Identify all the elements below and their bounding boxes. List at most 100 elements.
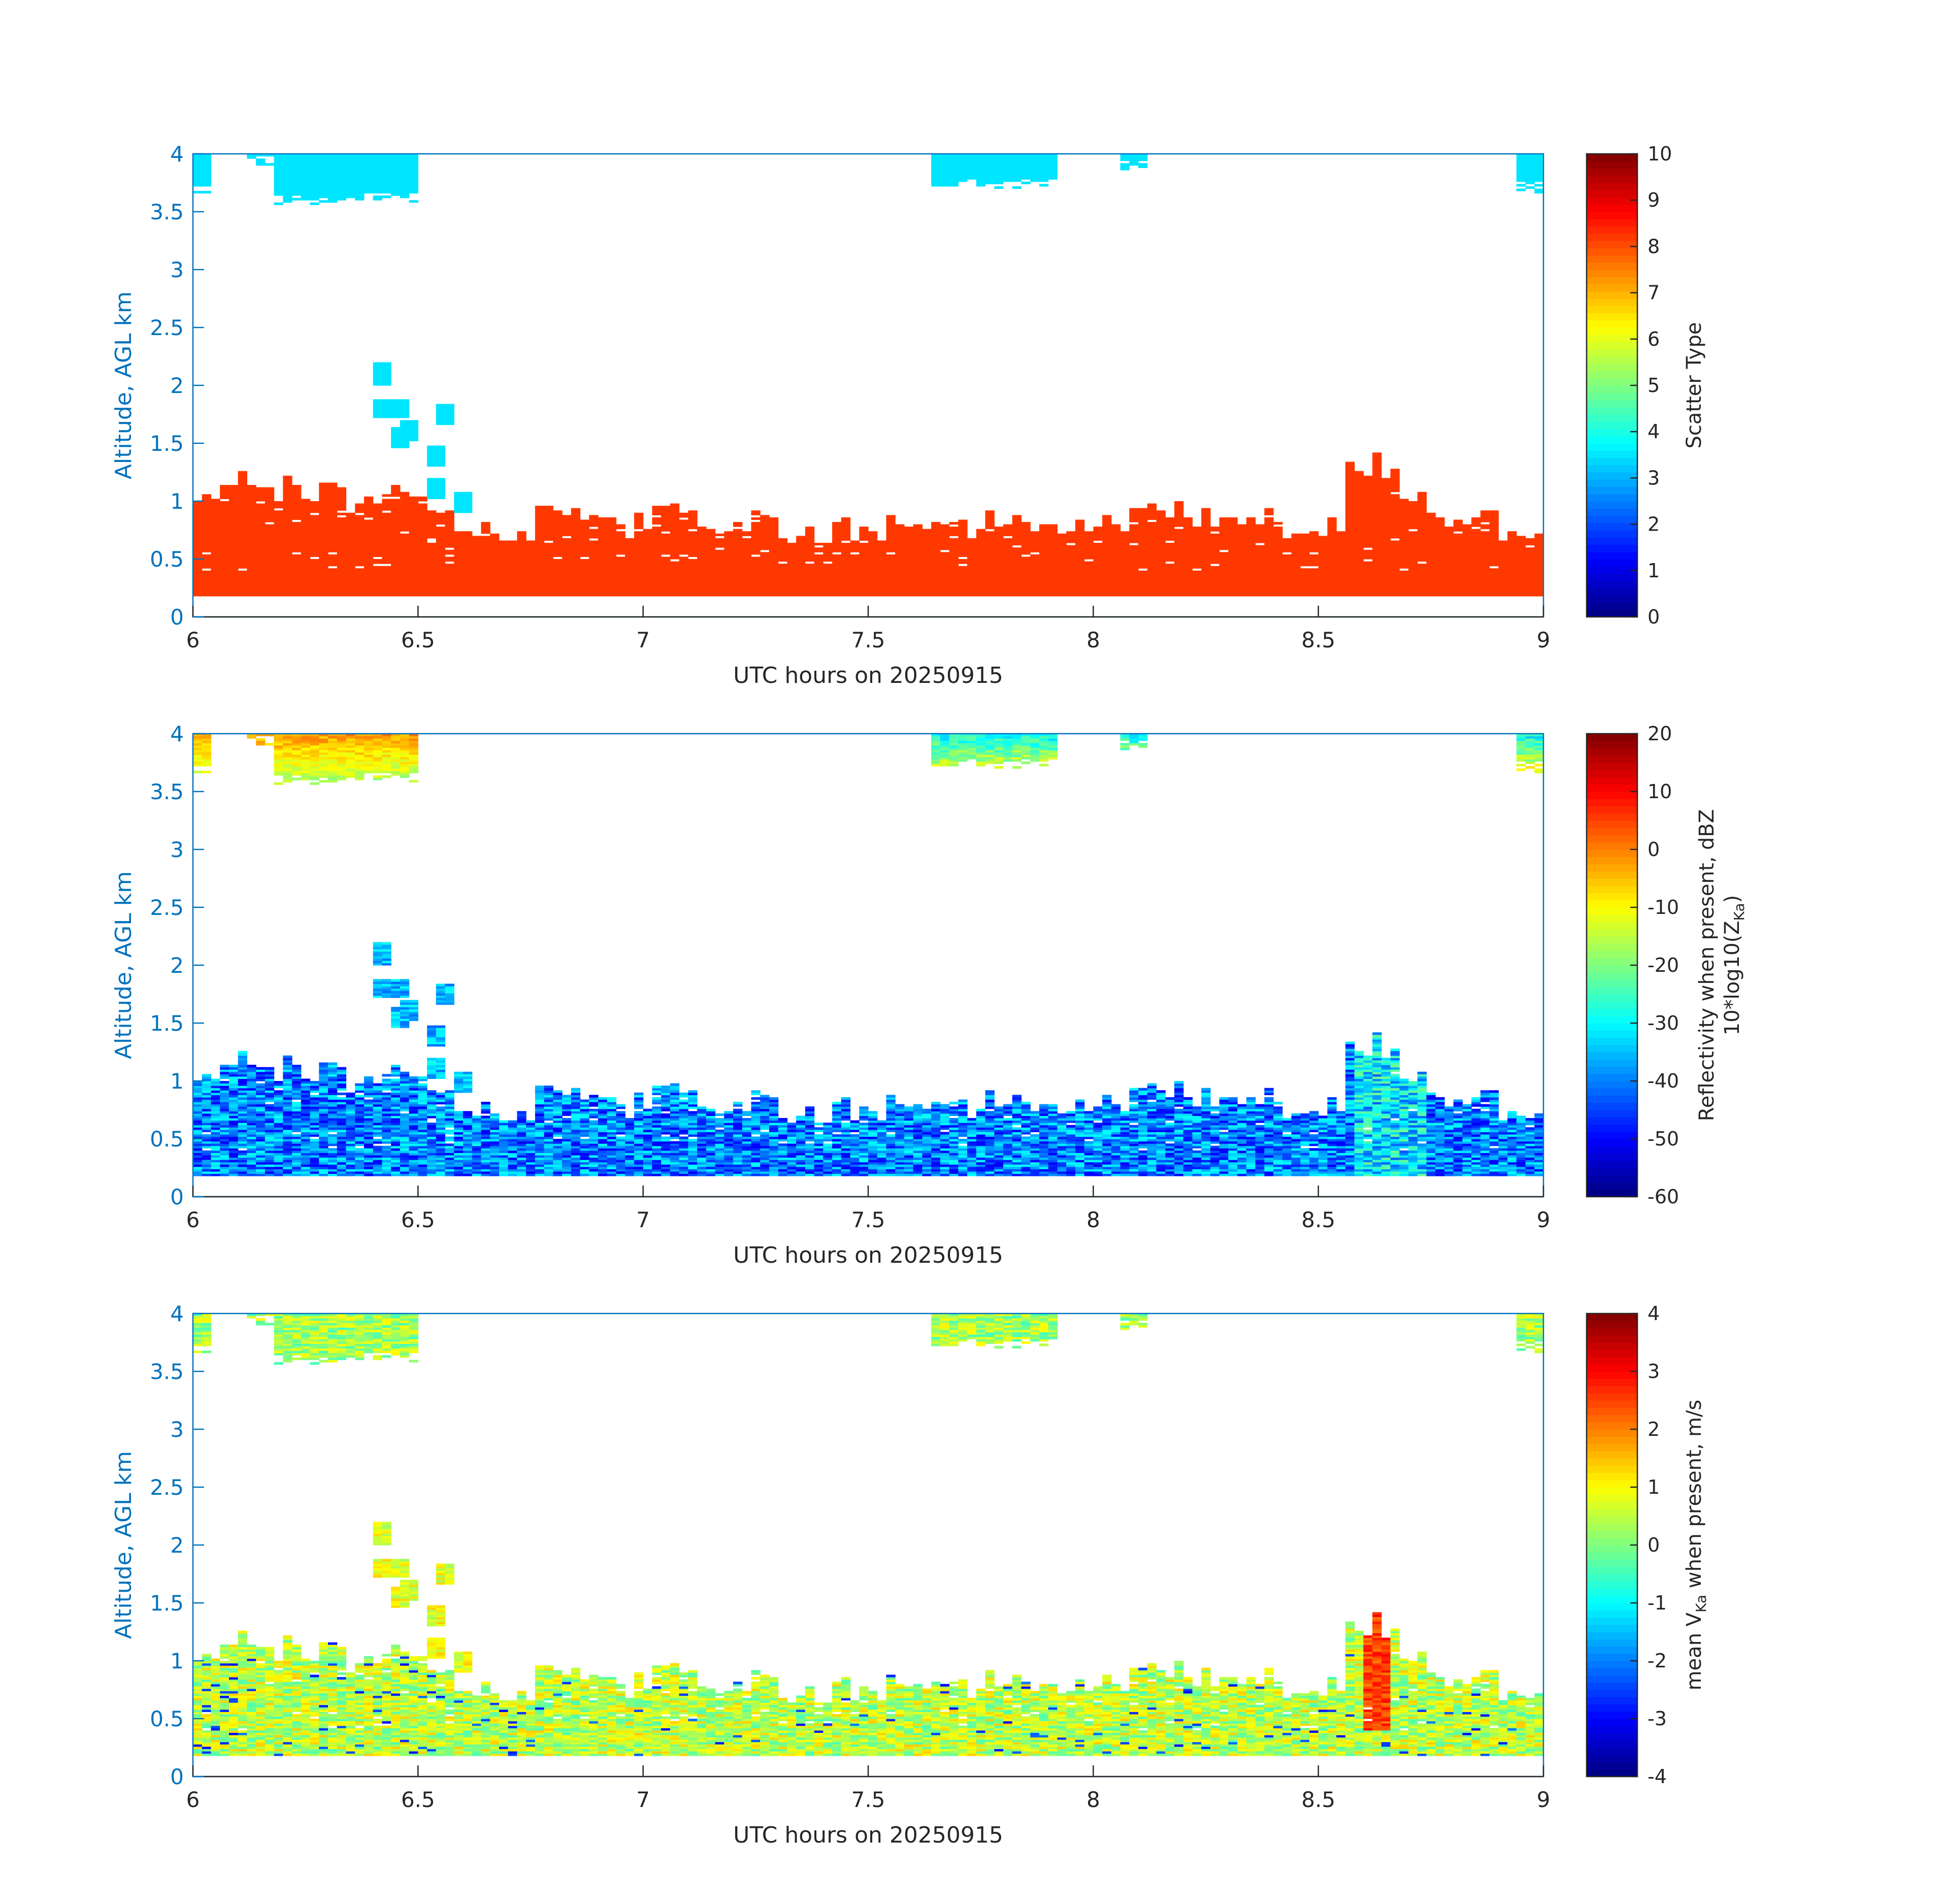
- heatmap-cell: [1120, 570, 1130, 573]
- heatmap-cell: [706, 552, 716, 555]
- heatmap-cell: [454, 552, 464, 555]
- heatmap-cell: [1129, 554, 1139, 557]
- heatmap-cell: [949, 156, 959, 159]
- heatmap-cell: [1057, 573, 1067, 576]
- heatmap-cell: [355, 156, 365, 159]
- heatmap-cell: [733, 545, 743, 548]
- heatmap-cell: [535, 540, 545, 543]
- heatmap-cell: [283, 580, 292, 583]
- heatmap-cell: [1291, 538, 1301, 541]
- heatmap-cell: [616, 568, 626, 571]
- heatmap-cell: [868, 594, 878, 597]
- heatmap-cell: [778, 564, 787, 567]
- heatmap-cell: [382, 552, 391, 555]
- heatmap-cell: [661, 517, 671, 520]
- heatmap-cell: [391, 445, 401, 448]
- heatmap-cell: [193, 575, 203, 578]
- heatmap-cell: [787, 564, 797, 567]
- heatmap-cell: [985, 168, 995, 171]
- heatmap-cell: [886, 545, 896, 548]
- heatmap-cell: [373, 552, 382, 555]
- heatmap-cell: [985, 575, 995, 578]
- heatmap-cell: [499, 549, 509, 552]
- heatmap-cell: [958, 524, 968, 527]
- heatmap-cell: [481, 582, 490, 585]
- heatmap-cell: [418, 589, 427, 592]
- heatmap-cell: [976, 529, 986, 532]
- heatmap-cell: [391, 499, 401, 502]
- heatmap-cell: [616, 527, 626, 530]
- heatmap-cell: [409, 594, 418, 597]
- heatmap-cell: [382, 508, 391, 511]
- heatmap-cell: [1021, 561, 1031, 564]
- heatmap-cell: [562, 547, 572, 550]
- heatmap-cell: [436, 485, 446, 488]
- heatmap-cell: [1030, 543, 1040, 546]
- heatmap-cell: [1300, 547, 1310, 550]
- heatmap-cell: [1093, 573, 1103, 576]
- heatmap-cell: [382, 554, 391, 557]
- heatmap-cell: [391, 580, 401, 583]
- heatmap-cell: [238, 584, 247, 587]
- heatmap-cell: [1327, 545, 1337, 548]
- heatmap-cell: [1309, 554, 1319, 557]
- heatmap-cell: [1075, 552, 1085, 555]
- heatmap-cell: [634, 545, 644, 548]
- heatmap-cell: [1219, 594, 1229, 597]
- heatmap-cell: [409, 154, 418, 157]
- heatmap-cell: [742, 586, 752, 589]
- heatmap-cell: [328, 482, 338, 485]
- heatmap-cell: [1237, 594, 1247, 597]
- heatmap-cell: [823, 547, 833, 550]
- heatmap-cell: [814, 543, 824, 546]
- heatmap-cell: [310, 582, 319, 585]
- heatmap-cell: [634, 556, 644, 560]
- heatmap-cell: [535, 568, 545, 571]
- heatmap-cell: [1102, 547, 1112, 550]
- heatmap-cell: [283, 589, 292, 592]
- heatmap-cell: [265, 582, 275, 585]
- heatmap-cell: [1183, 543, 1193, 546]
- heatmap-cell: [652, 575, 662, 578]
- heatmap-cell: [373, 584, 382, 587]
- heatmap-cell: [643, 568, 652, 571]
- heatmap-cell: [877, 591, 887, 594]
- heatmap-cell: [355, 575, 365, 578]
- heatmap-cell: [454, 584, 464, 587]
- heatmap-cell: [409, 508, 418, 511]
- heatmap-cell: [517, 577, 526, 580]
- heatmap-cell: [346, 556, 355, 560]
- heatmap-cell: [508, 549, 517, 552]
- heatmap-cell: [202, 519, 212, 522]
- heatmap-cell: [1273, 573, 1283, 576]
- heatmap-cell: [436, 540, 446, 543]
- heatmap-cell: [1021, 575, 1031, 578]
- heatmap-cell: [202, 506, 212, 509]
- heatmap-cell: [598, 519, 608, 522]
- heatmap-cell: [283, 496, 292, 500]
- heatmap-cell: [994, 582, 1004, 585]
- heatmap-cell: [373, 198, 382, 201]
- heatmap-cell: [328, 564, 338, 567]
- heatmap-cell: [1048, 575, 1058, 578]
- heatmap-cell: [1057, 547, 1067, 550]
- heatmap-cell: [382, 160, 391, 163]
- heatmap-cell: [1336, 573, 1346, 576]
- heatmap-cell: [193, 547, 203, 550]
- heatmap-cell: [508, 570, 517, 573]
- heatmap-cell: [1057, 536, 1067, 539]
- heatmap-cell: [895, 549, 905, 552]
- heatmap-cell: [391, 175, 401, 178]
- heatmap-cell: [463, 540, 473, 543]
- heatmap-cell: [670, 510, 680, 513]
- heatmap-cell: [436, 591, 446, 594]
- heatmap-cell: [283, 582, 292, 585]
- heatmap-cell: [346, 188, 355, 191]
- heatmap-cell: [499, 589, 509, 592]
- heatmap-cell: [589, 515, 599, 518]
- heatmap-cell: [400, 427, 410, 430]
- heatmap-cell: [1111, 527, 1121, 530]
- heatmap-cell: [841, 522, 851, 525]
- heatmap-cell: [1039, 175, 1049, 178]
- heatmap-cell: [625, 589, 635, 592]
